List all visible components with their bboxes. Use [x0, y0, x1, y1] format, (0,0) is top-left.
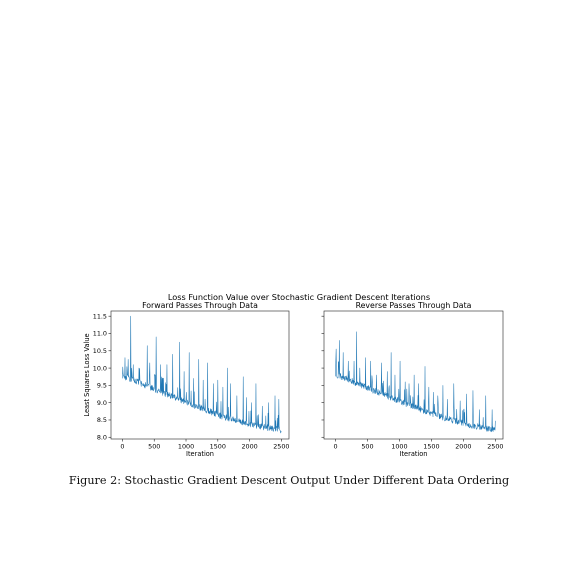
- series-line: [335, 331, 496, 433]
- plot-frame: [110, 310, 290, 440]
- chart-panel-reverse: Reverse Passes Through Data 0 500 1000 1500 2…: [321, 301, 504, 458]
- x-tick-label: 2000: [241, 443, 257, 451]
- y-tick-label: 10.0: [93, 364, 107, 372]
- figure-caption: Figure 2: Stochastic Gradient Descent Ou…: [68, 474, 510, 487]
- x-tick-label: 2500: [273, 443, 289, 451]
- x-tick-label: 1000: [178, 443, 194, 451]
- y-tick-label: 11.5: [93, 312, 107, 320]
- y-tick-label: 11.0: [93, 330, 107, 338]
- x-tick-label: 500: [148, 443, 160, 451]
- x-tick-label: 2000: [455, 443, 471, 451]
- chart-title: Forward Passes Through Data: [142, 301, 258, 310]
- y-axis-label: Least Squares Loss Value: [83, 333, 91, 416]
- y-tick-label: 9.5: [97, 382, 107, 390]
- x-axis-label: Iteration: [186, 450, 214, 458]
- chart-title: Reverse Passes Through Data: [356, 301, 472, 310]
- y-tick-label: 9.0: [97, 399, 107, 407]
- x-tick-label: 500: [361, 443, 373, 451]
- y-tick-label: 8.5: [97, 416, 107, 424]
- x-axis-label: Iteration: [400, 450, 428, 458]
- chart-panel-forward: Forward Passes Through Data 0 500 1000 1500 2…: [83, 301, 290, 458]
- plot-frame: [323, 310, 504, 440]
- series-line: [122, 315, 282, 434]
- x-tick-label: 1500: [423, 443, 439, 451]
- x-tick-label: 1000: [391, 443, 407, 451]
- x-tick-label: 1500: [210, 443, 226, 451]
- x-tick-label: 2500: [487, 443, 503, 451]
- x-tick-label: 0: [333, 443, 337, 451]
- x-tick-label: 0: [120, 443, 124, 451]
- figure-title: Loss Function Value over Stochastic Grad…: [168, 292, 430, 302]
- y-tick-label: 8.0: [97, 433, 107, 441]
- y-tick-label: 10.5: [93, 347, 107, 355]
